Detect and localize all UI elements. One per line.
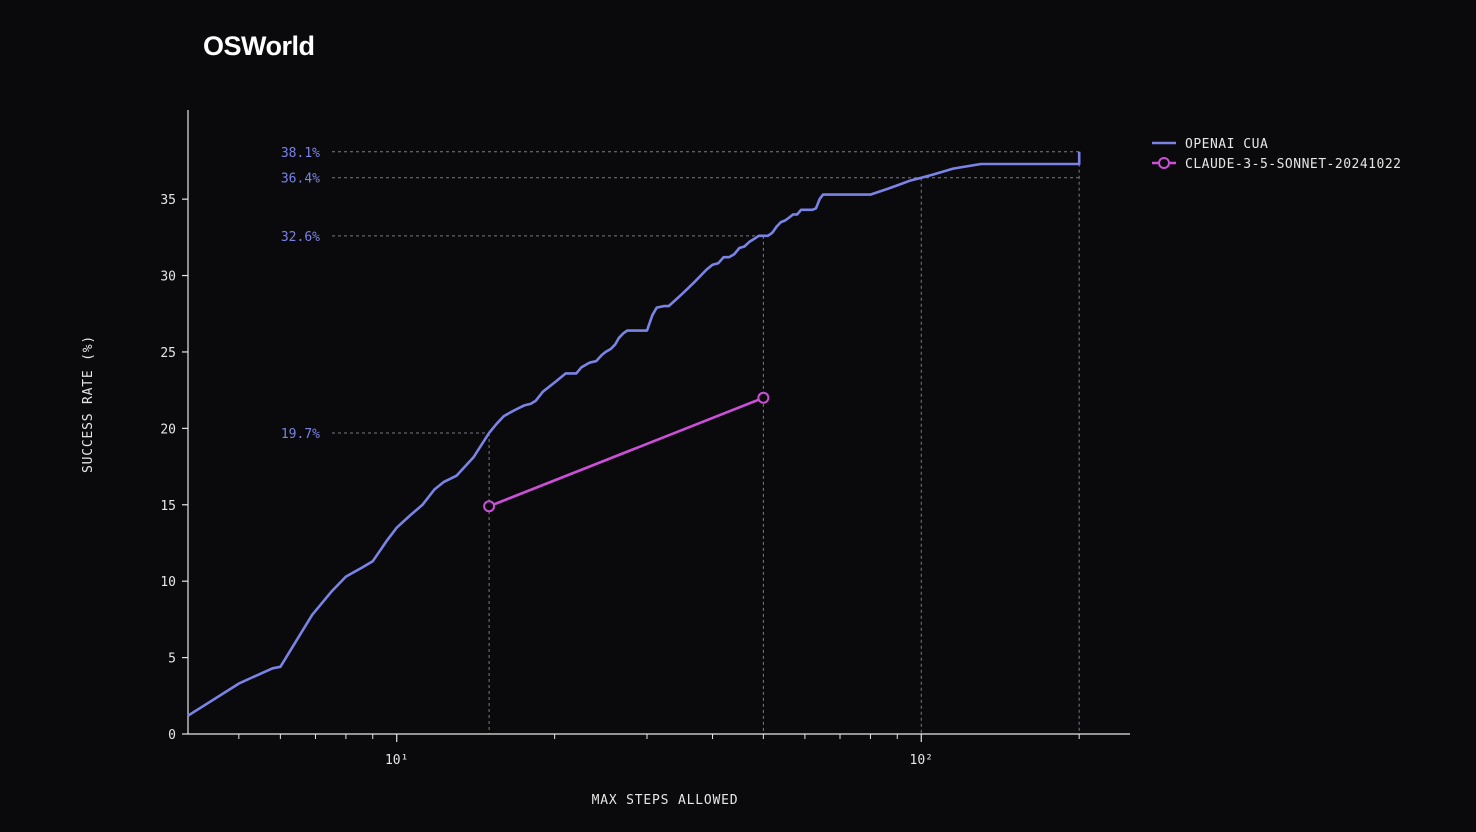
x-tick-label: 10² [910,753,933,768]
legend-label: CLAUDE-3-5-SONNET-20241022 [1185,157,1402,172]
axes: 0 5 10 15 20 25 30 35 10¹ 10² [160,110,1130,768]
data-point [757,391,770,404]
series-layer [187,151,1081,717]
annotation-label: 36.4% [281,172,320,187]
legend-marker [1158,157,1170,169]
x-tick-label: 10¹ [385,753,408,768]
legend: OPENAI CUA CLAUDE-3-5-SONNET-20241022 [1152,137,1402,172]
guide-lines [332,151,1080,734]
series-line-claude [488,396,764,508]
legend-label: OPENAI CUA [1185,137,1268,152]
y-axis-label: SUCCESS RATE (%) [81,335,96,473]
y-tick-label: 20 [160,422,176,437]
annotation-label: 32.6% [281,230,320,245]
data-point [483,500,496,513]
y-tick-label: 25 [160,346,176,361]
y-tick-label: 10 [160,575,176,590]
y-tick-label: 30 [160,270,176,285]
chart-title: OSWorld [203,31,315,61]
y-tick-label: 15 [160,499,176,514]
y-tick-label: 35 [160,193,176,208]
y-tick-label: 0 [168,728,176,743]
series-line-openai [187,151,1081,717]
y-tick-label: 5 [168,652,176,667]
annotation-label: 38.1% [281,146,320,161]
annotations: 38.1% 36.4% 32.6% 19.7% [281,146,320,442]
x-axis-label: MAX STEPS ALLOWED [592,793,739,808]
annotation-label: 19.7% [281,427,320,442]
